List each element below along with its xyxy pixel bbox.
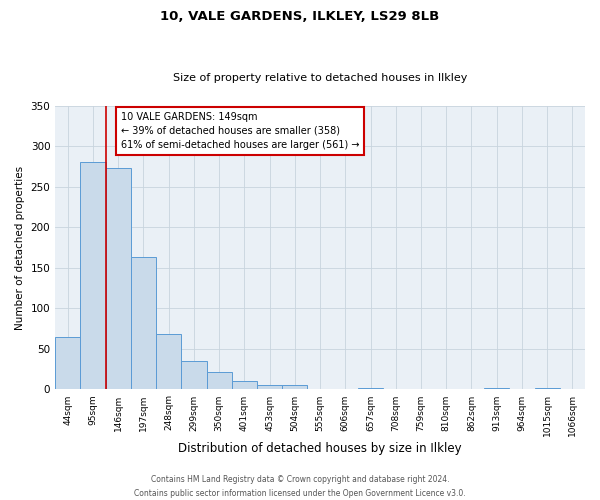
Bar: [181, 361, 206, 390]
Text: Contains HM Land Registry data © Crown copyright and database right 2024.
Contai: Contains HM Land Registry data © Crown c…: [134, 476, 466, 498]
Text: 10 VALE GARDENS: 149sqm
← 39% of detached houses are smaller (358)
61% of semi-d: 10 VALE GARDENS: 149sqm ← 39% of detache…: [121, 112, 359, 150]
Bar: [484, 388, 509, 390]
Bar: [206, 372, 232, 390]
Text: 10, VALE GARDENS, ILKLEY, LS29 8LB: 10, VALE GARDENS, ILKLEY, LS29 8LB: [160, 10, 440, 23]
Bar: [257, 384, 282, 390]
Bar: [106, 168, 131, 390]
Y-axis label: Number of detached properties: Number of detached properties: [15, 166, 25, 330]
Bar: [55, 337, 80, 390]
Title: Size of property relative to detached houses in Ilkley: Size of property relative to detached ho…: [173, 73, 467, 83]
Bar: [232, 382, 257, 390]
Bar: [80, 162, 106, 390]
Bar: [156, 334, 181, 390]
Bar: [131, 258, 156, 390]
X-axis label: Distribution of detached houses by size in Ilkley: Distribution of detached houses by size …: [178, 442, 462, 455]
Bar: [358, 388, 383, 390]
Bar: [535, 388, 560, 390]
Bar: [560, 388, 585, 390]
Bar: [282, 386, 307, 390]
